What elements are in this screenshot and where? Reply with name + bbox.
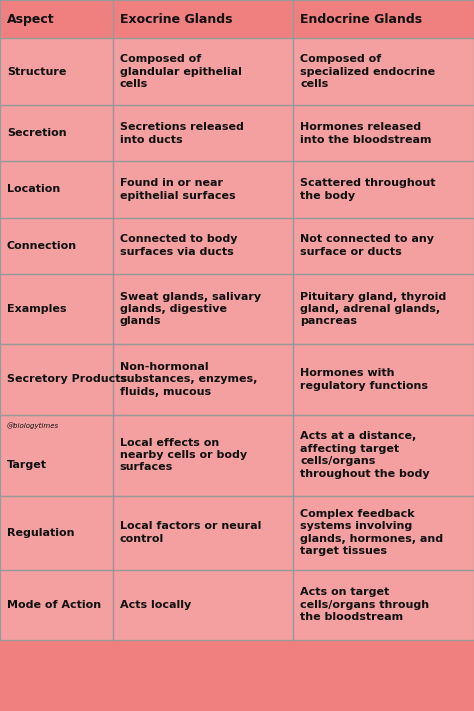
Text: Complex feedback
systems involving
glands, hormones, and
target tissues: Complex feedback systems involving gland… [301, 509, 444, 556]
Bar [0, 274, 113, 344]
Text: Acts on target
cells/organs through
the bloodstream: Acts on target cells/organs through the … [301, 587, 429, 622]
Text: Non-hormonal
substances, enzymes,
fluids, mucous: Non-hormonal substances, enzymes, fluids… [120, 362, 257, 397]
Bar [113, 274, 293, 344]
Bar [113, 105, 293, 161]
Text: Acts locally: Acts locally [120, 599, 191, 610]
Text: Connection: Connection [7, 240, 77, 251]
Text: Local factors or neural
control: Local factors or neural control [120, 521, 261, 544]
Bar [293, 344, 474, 415]
Text: Sweat glands, salivary
glands, digestive
glands: Sweat glands, salivary glands, digestive… [120, 292, 261, 326]
Text: Hormones released
into the bloodstream: Hormones released into the bloodstream [301, 122, 432, 144]
Text: Examples: Examples [7, 304, 66, 314]
Bar [293, 38, 474, 105]
Bar [0, 415, 113, 496]
Text: Aspect: Aspect [7, 13, 55, 26]
Text: Endocrine Glands: Endocrine Glands [301, 13, 422, 26]
Bar [113, 38, 293, 105]
Text: Target: Target [7, 460, 47, 470]
Text: @biologytimes: @biologytimes [7, 422, 59, 429]
Bar [293, 274, 474, 344]
Text: Hormones with
regulatory functions: Hormones with regulatory functions [301, 368, 428, 390]
Bar [113, 415, 293, 496]
Text: Pituitary gland, thyroid
gland, adrenal glands,
pancreas: Pituitary gland, thyroid gland, adrenal … [301, 292, 447, 326]
Bar [113, 570, 293, 640]
Bar [293, 415, 474, 496]
Text: Acts at a distance,
affecting target
cells/organs
throughout the body: Acts at a distance, affecting target cel… [301, 432, 430, 479]
Text: Mode of Action: Mode of Action [7, 599, 101, 610]
Text: Secretion: Secretion [7, 128, 67, 139]
Text: Scattered throughout
the body: Scattered throughout the body [301, 178, 436, 201]
Bar [0, 570, 113, 640]
Bar [293, 161, 474, 218]
Bar [113, 344, 293, 415]
Bar [113, 218, 293, 274]
Bar [0, 0, 113, 38]
Bar [0, 38, 113, 105]
Text: Structure: Structure [7, 67, 66, 77]
Bar [0, 496, 113, 570]
Bar [293, 570, 474, 640]
Bar [0, 105, 113, 161]
Bar [113, 0, 293, 38]
Bar [293, 218, 474, 274]
Bar [293, 105, 474, 161]
Text: Regulation: Regulation [7, 528, 74, 538]
Bar [0, 161, 113, 218]
Text: Found in or near
epithelial surfaces: Found in or near epithelial surfaces [120, 178, 236, 201]
Text: Local effects on
nearby cells or body
surfaces: Local effects on nearby cells or body su… [120, 438, 247, 472]
Bar [113, 496, 293, 570]
Text: Composed of
glandular epithelial
cells: Composed of glandular epithelial cells [120, 55, 242, 89]
Text: Composed of
specialized endocrine
cells: Composed of specialized endocrine cells [301, 55, 436, 89]
Text: Secretory Products: Secretory Products [7, 374, 127, 385]
Text: Not connected to any
surface or ducts: Not connected to any surface or ducts [301, 235, 434, 257]
Text: Exocrine Glands: Exocrine Glands [120, 13, 232, 26]
Bar [0, 344, 113, 415]
Bar [293, 496, 474, 570]
Bar [113, 161, 293, 218]
Bar [293, 0, 474, 38]
Text: Connected to body
surfaces via ducts: Connected to body surfaces via ducts [120, 235, 237, 257]
Bar [0, 218, 113, 274]
Text: Secretions released
into ducts: Secretions released into ducts [120, 122, 244, 144]
Text: Location: Location [7, 184, 60, 195]
